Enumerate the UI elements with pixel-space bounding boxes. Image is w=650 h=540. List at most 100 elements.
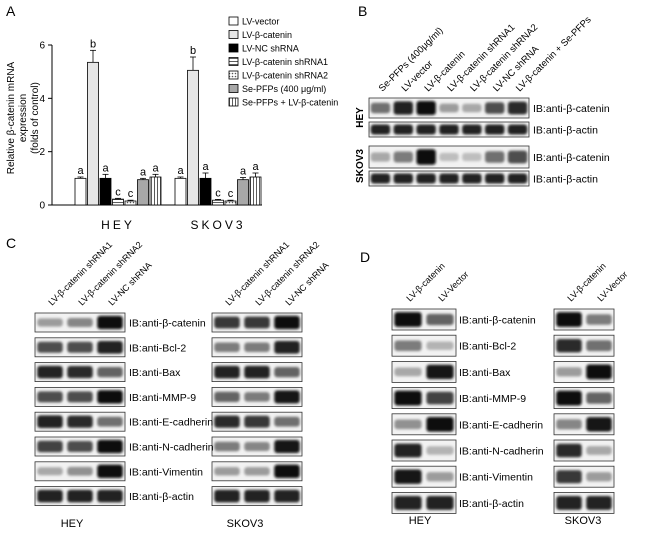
blot-strip	[553, 413, 615, 436]
lane-label: LV-Vector	[436, 269, 470, 303]
antibody-label: IB:anti-Vimentin	[459, 472, 533, 484]
legend-swatch	[228, 84, 239, 93]
blot-band	[586, 364, 612, 380]
blot-band	[426, 495, 454, 510]
x-tick-label: SKOV3	[190, 218, 245, 232]
blot-strip	[211, 337, 303, 358]
y-axis-title-line-3: (folds of control)	[30, 82, 41, 154]
cell-line-label: HEY	[355, 107, 366, 128]
blot-band	[439, 173, 459, 184]
legend-label: LV-β-catenin shRNA1	[242, 57, 328, 67]
blot-band	[462, 124, 482, 135]
blot-strip	[553, 360, 615, 383]
blot-strip	[34, 461, 126, 482]
blot-band	[244, 365, 270, 379]
blot-band	[37, 415, 63, 428]
legend-label: Se-PFPs + LV-β-catenin	[242, 98, 338, 108]
bar	[137, 179, 149, 206]
panel-a-letter: A	[6, 3, 16, 19]
blot-band	[244, 342, 270, 353]
legend-label: Se-PFPs (400 μg/ml)	[242, 84, 326, 94]
blot-band	[244, 415, 270, 428]
blot-strip	[553, 491, 615, 514]
blot-band	[507, 173, 528, 184]
blot-band	[244, 392, 270, 402]
blot-band	[274, 440, 300, 453]
blot-strip	[211, 436, 303, 457]
blot-strip	[368, 145, 530, 169]
blot-strip	[211, 486, 303, 507]
blot-band	[439, 124, 459, 135]
y-tick-label: 2	[39, 147, 45, 158]
blot-band	[556, 338, 582, 353]
blot-strip	[553, 334, 615, 357]
blot-band	[67, 366, 93, 379]
significance-letter: b	[90, 38, 96, 50]
blot-strip	[391, 413, 457, 436]
blot-band	[393, 173, 413, 184]
significance-letter: c	[128, 188, 134, 200]
blot-band	[37, 391, 63, 403]
y-tick-label: 4	[39, 94, 45, 105]
blot-band	[394, 469, 422, 484]
blot-band	[556, 419, 582, 430]
blot-strip	[553, 439, 615, 462]
cell-line-label: SKOV3	[355, 149, 366, 183]
blot-band	[97, 464, 123, 478]
significance-letter: a	[240, 166, 247, 178]
blot-band	[97, 489, 123, 503]
blot-strip	[391, 308, 457, 331]
antibody-label: IB:anti-Bcl-2	[129, 342, 186, 354]
blot-strip	[34, 312, 126, 333]
significance-letter: a	[252, 161, 259, 173]
blot-band	[586, 314, 612, 325]
blot-band	[97, 416, 123, 427]
blot-band	[507, 150, 528, 164]
blot-band	[37, 467, 63, 476]
legend-swatch	[228, 16, 239, 26]
x-tick-label: HEY	[101, 218, 135, 232]
blot-strip	[553, 387, 615, 410]
blot-band	[214, 391, 240, 403]
blot-band	[416, 101, 436, 115]
y-axis-title-line-2: expression	[18, 94, 29, 142]
blot-band	[586, 446, 612, 455]
bar	[237, 179, 249, 206]
blot-band	[416, 149, 436, 165]
panel-a: A Relative β-catenin mRNA expression (fo…	[6, 3, 338, 232]
blot-band	[416, 124, 436, 135]
blot-band	[214, 365, 240, 379]
significance-letter: a	[77, 165, 84, 177]
x-tick-labels: HEY SKOV3	[101, 218, 245, 232]
blot-band	[426, 446, 454, 455]
bar	[174, 177, 187, 206]
blot-strip	[34, 486, 126, 507]
blot-band	[37, 440, 63, 453]
significance-letter: a	[177, 165, 184, 177]
antibody-label: IB:anti-β-actin	[459, 498, 524, 510]
blot-band	[214, 489, 240, 503]
legend-label: LV-NC shRNA	[242, 44, 299, 54]
blot-band	[426, 416, 454, 432]
antibody-label: IB:anti-Vimentin	[129, 466, 203, 478]
antibody-label: IB:anti-N-cadherin	[459, 446, 544, 458]
antibody-label: IB:anti-β-catenin	[129, 318, 206, 330]
blot-band	[67, 317, 93, 328]
blot-strip	[391, 465, 457, 488]
significance-letter: c	[115, 186, 121, 198]
legend-label: LV-β-catenin	[242, 30, 292, 40]
blot-band	[274, 390, 300, 404]
blot-strip	[34, 436, 126, 457]
blot-band	[244, 441, 270, 452]
blot-band	[214, 316, 240, 329]
bar	[187, 69, 199, 206]
legend-label: LV-vector	[242, 17, 279, 27]
legend-swatch	[228, 57, 239, 66]
blot-band	[485, 151, 505, 163]
bar	[149, 176, 162, 206]
blot-strip	[391, 360, 457, 383]
cell-line-label: SKOV3	[565, 515, 602, 527]
blot-strip	[34, 411, 126, 432]
